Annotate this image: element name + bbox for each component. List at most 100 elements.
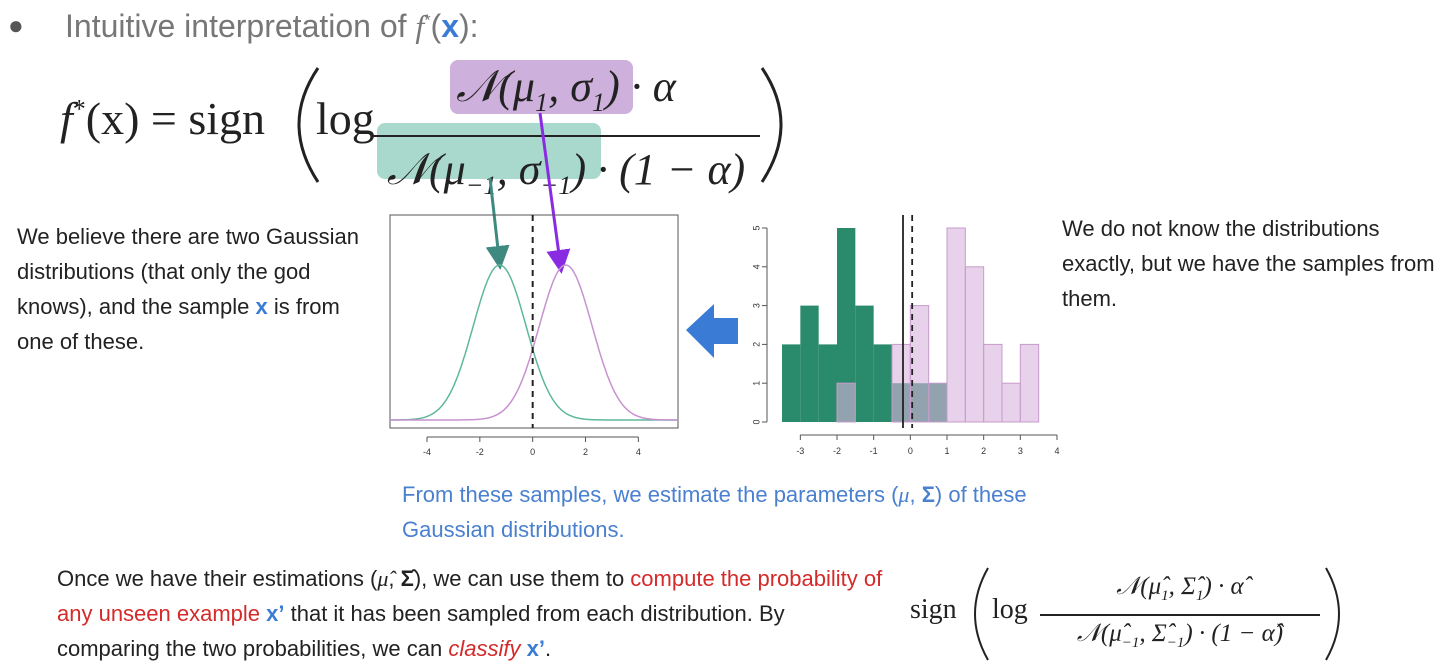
x-tick-label: 1: [944, 446, 949, 456]
bottom-text: Once we have their estimations (μ̂, Σ̂),…: [57, 561, 887, 666]
bf-bar: [1040, 614, 1320, 616]
hist-bar: [891, 343, 911, 423]
p: , Σ̂: [1168, 573, 1196, 600]
den-tail: · (1 − α): [597, 144, 746, 194]
bf-den: 𝒩(μ̂−1, Σ̂−1) · (1 − α̂): [1077, 619, 1283, 658]
formula-star: *: [72, 94, 86, 124]
hist-bar: [855, 305, 874, 422]
y-tick-label: 5: [751, 225, 761, 230]
x-tick-label: -4: [423, 447, 431, 457]
hist-bar: [782, 344, 801, 422]
denominator: 𝒩(μ−1, σ−1) · (1 − α): [387, 143, 745, 212]
slide-title: Intuitive interpretation of f*(x):: [65, 8, 479, 45]
p: −1: [1121, 634, 1140, 651]
title-open: (: [430, 8, 442, 44]
text: ,: [388, 566, 401, 591]
highlight-denominator: [377, 123, 601, 179]
p: 1: [1195, 588, 1204, 604]
hist-bar: [964, 266, 985, 423]
formula-lhs: f*(x) = sign: [60, 92, 265, 145]
num-sub: 1: [535, 86, 549, 117]
formula-f: f: [60, 93, 73, 144]
hist-bar: [1001, 382, 1021, 423]
title-text: Intuitive interpretation of: [65, 8, 416, 44]
text-sigma: Σ: [921, 482, 935, 507]
arrow: [485, 177, 510, 270]
hist-bar: [800, 305, 819, 422]
text: ,: [909, 482, 922, 507]
hist-bar: [928, 382, 948, 423]
blue-arrow: [686, 304, 738, 358]
hist-bar: [837, 228, 856, 422]
x-tick-label: -2: [476, 447, 484, 457]
title-f: f: [415, 8, 425, 44]
num-sub: 1: [591, 86, 606, 117]
text-red: classify: [448, 636, 521, 661]
title-x: x: [441, 8, 459, 44]
text: is from one of these.: [17, 294, 340, 354]
text-red: compute the probability of any unseen ex…: [57, 566, 883, 626]
bf-fraction: 𝒩(μ̂1, Σ̂1) · α̂ 𝒩(μ̂−1, Σ̂−1) · (1 − α̂…: [1040, 572, 1320, 658]
bullet: ●: [8, 10, 24, 40]
paren: [760, 67, 783, 183]
paren: [297, 67, 320, 183]
paren: [1325, 567, 1340, 661]
numerator: 𝒩(μ1, σ1) · α: [456, 60, 676, 129]
x-tick-label: 3: [1018, 446, 1023, 456]
text: Σ̂: [400, 566, 414, 591]
text: We believe there are two Gaussian distri…: [17, 224, 359, 319]
num-tail: · α: [630, 62, 676, 111]
left-text: We believe there are two Gaussian distri…: [17, 219, 372, 359]
title-star: *: [424, 12, 431, 30]
fraction-bar: [372, 134, 760, 137]
num-part: 𝒩(μ: [456, 62, 535, 111]
hist-bar: [873, 344, 892, 422]
formula-rest: (x) = sign: [85, 93, 266, 144]
p: 𝒩(μ̂: [1076, 619, 1122, 647]
hist-bar: [983, 343, 1003, 423]
bf-log: log: [992, 594, 1028, 625]
charts: -4 -2 0 2 4 -3 -2 -1 0 1 2 3 4 0 1 2 3 4 5: [390, 215, 1060, 457]
text-x: x’: [266, 601, 285, 626]
text: that it has been sampled from each distr…: [57, 601, 785, 661]
den-part: ): [571, 144, 587, 194]
x-tick-label: 0: [908, 446, 913, 456]
text: From these samples, we estimate the para…: [402, 482, 899, 507]
right-text: We do not know the distributions exactly…: [1062, 216, 1435, 311]
y-tick-label: 2: [751, 342, 761, 347]
y-tick-label: 3: [751, 303, 761, 308]
x-tick-label: 0: [530, 447, 535, 457]
hist-bar: [818, 344, 837, 422]
p: 𝒩(μ̂: [1116, 573, 1162, 600]
bf-num: 𝒩(μ̂1, Σ̂1) · α̂: [1116, 572, 1243, 611]
p: −1: [1166, 634, 1185, 651]
text-mu: μ: [898, 482, 910, 507]
x-tick-label: 4: [1054, 446, 1059, 456]
p: 1: [1161, 588, 1169, 604]
den-part: , σ: [496, 144, 541, 194]
x-tick-label: -1: [870, 446, 878, 456]
arrow: [538, 112, 571, 274]
den-part: 𝒩(μ: [386, 144, 466, 194]
bf-sign: sign: [910, 594, 957, 625]
text-x: x: [255, 294, 268, 319]
text: .: [544, 636, 552, 661]
hist-bar: [946, 227, 966, 423]
x-tick-label: -3: [796, 446, 804, 456]
text: Once we have their estimations (: [57, 566, 378, 591]
title-close: ):: [459, 8, 479, 44]
text: μ̂: [377, 566, 389, 591]
hist-bar: [1019, 343, 1040, 423]
p: ) · α̂: [1203, 573, 1244, 600]
hist-bar: [836, 382, 856, 423]
x-tick-label: 2: [583, 447, 588, 457]
x-tick-label: -2: [833, 446, 841, 456]
density-frame: [389, 214, 679, 429]
formula-fraction: 𝒩(μ1, σ1) · α 𝒩(μ−1, σ−1) · (1 − α): [372, 60, 760, 212]
y-tick-label: 0: [751, 419, 761, 424]
formula-log: log: [316, 93, 375, 144]
p: ) · (1 − α̂): [1184, 619, 1284, 647]
x-tick-label: 2: [981, 446, 986, 456]
